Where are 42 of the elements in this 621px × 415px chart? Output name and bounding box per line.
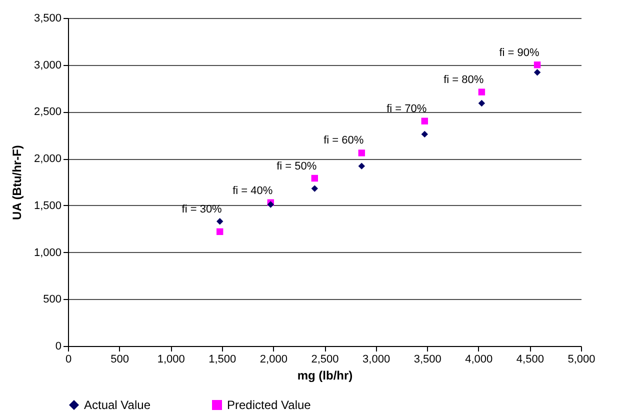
- point: [478, 100, 486, 107]
- annotation: fi = 90%: [499, 47, 540, 60]
- annotation: fi = 40%: [232, 184, 273, 197]
- y-tick-label: 3,500: [34, 12, 62, 24]
- point: [311, 174, 318, 182]
- x-tick-label: 2,000: [260, 354, 288, 366]
- point: [216, 218, 224, 225]
- x-tick-label: 1,000: [157, 354, 185, 366]
- point: [311, 185, 318, 192]
- point: [358, 150, 365, 156]
- y-tick-label: 3,000: [34, 59, 62, 72]
- annotation: fi = 70%: [386, 102, 427, 115]
- x-tick-label: 3,000: [362, 354, 390, 366]
- y-tick-label: 500: [43, 294, 62, 306]
- y-tick-label: 1,000: [34, 246, 62, 259]
- x-tick-label: 3,500: [414, 354, 442, 366]
- point: [534, 62, 541, 68]
- point: [216, 228, 224, 236]
- annotation: fi = 80%: [444, 74, 484, 86]
- y-tick-label: 2,000: [34, 153, 62, 166]
- x-tick-label: 0: [65, 354, 72, 366]
- legend-label: Predicted Value: [227, 398, 312, 412]
- x-tick-label: 5,000: [568, 354, 596, 366]
- x-tick-label: 2,500: [311, 354, 339, 366]
- legend-label: Actual Value: [84, 398, 151, 412]
- annotation: fi = 30%: [182, 204, 222, 216]
- x-tick-label: 1,500: [208, 354, 236, 366]
- y-tick-label: 1,500: [34, 200, 62, 212]
- x-tick-label: 4,500: [516, 354, 544, 366]
- x-tick-label: 4,000: [465, 354, 493, 366]
- point: [421, 130, 428, 138]
- x-axis-title: mg (lb/hr): [297, 368, 353, 382]
- y-tick-label: 2,500: [34, 106, 62, 118]
- y-tick-label: 0: [55, 340, 62, 352]
- point: [421, 118, 428, 124]
- annotation: fi = 50%: [276, 160, 317, 172]
- annotation: fi = 60%: [324, 134, 364, 147]
- point: [478, 88, 486, 96]
- point: [534, 69, 541, 76]
- point: [358, 162, 365, 170]
- y-axis-title: UA (Btu/hr-F): [10, 145, 24, 220]
- x-tick-label: 500: [110, 354, 129, 366]
